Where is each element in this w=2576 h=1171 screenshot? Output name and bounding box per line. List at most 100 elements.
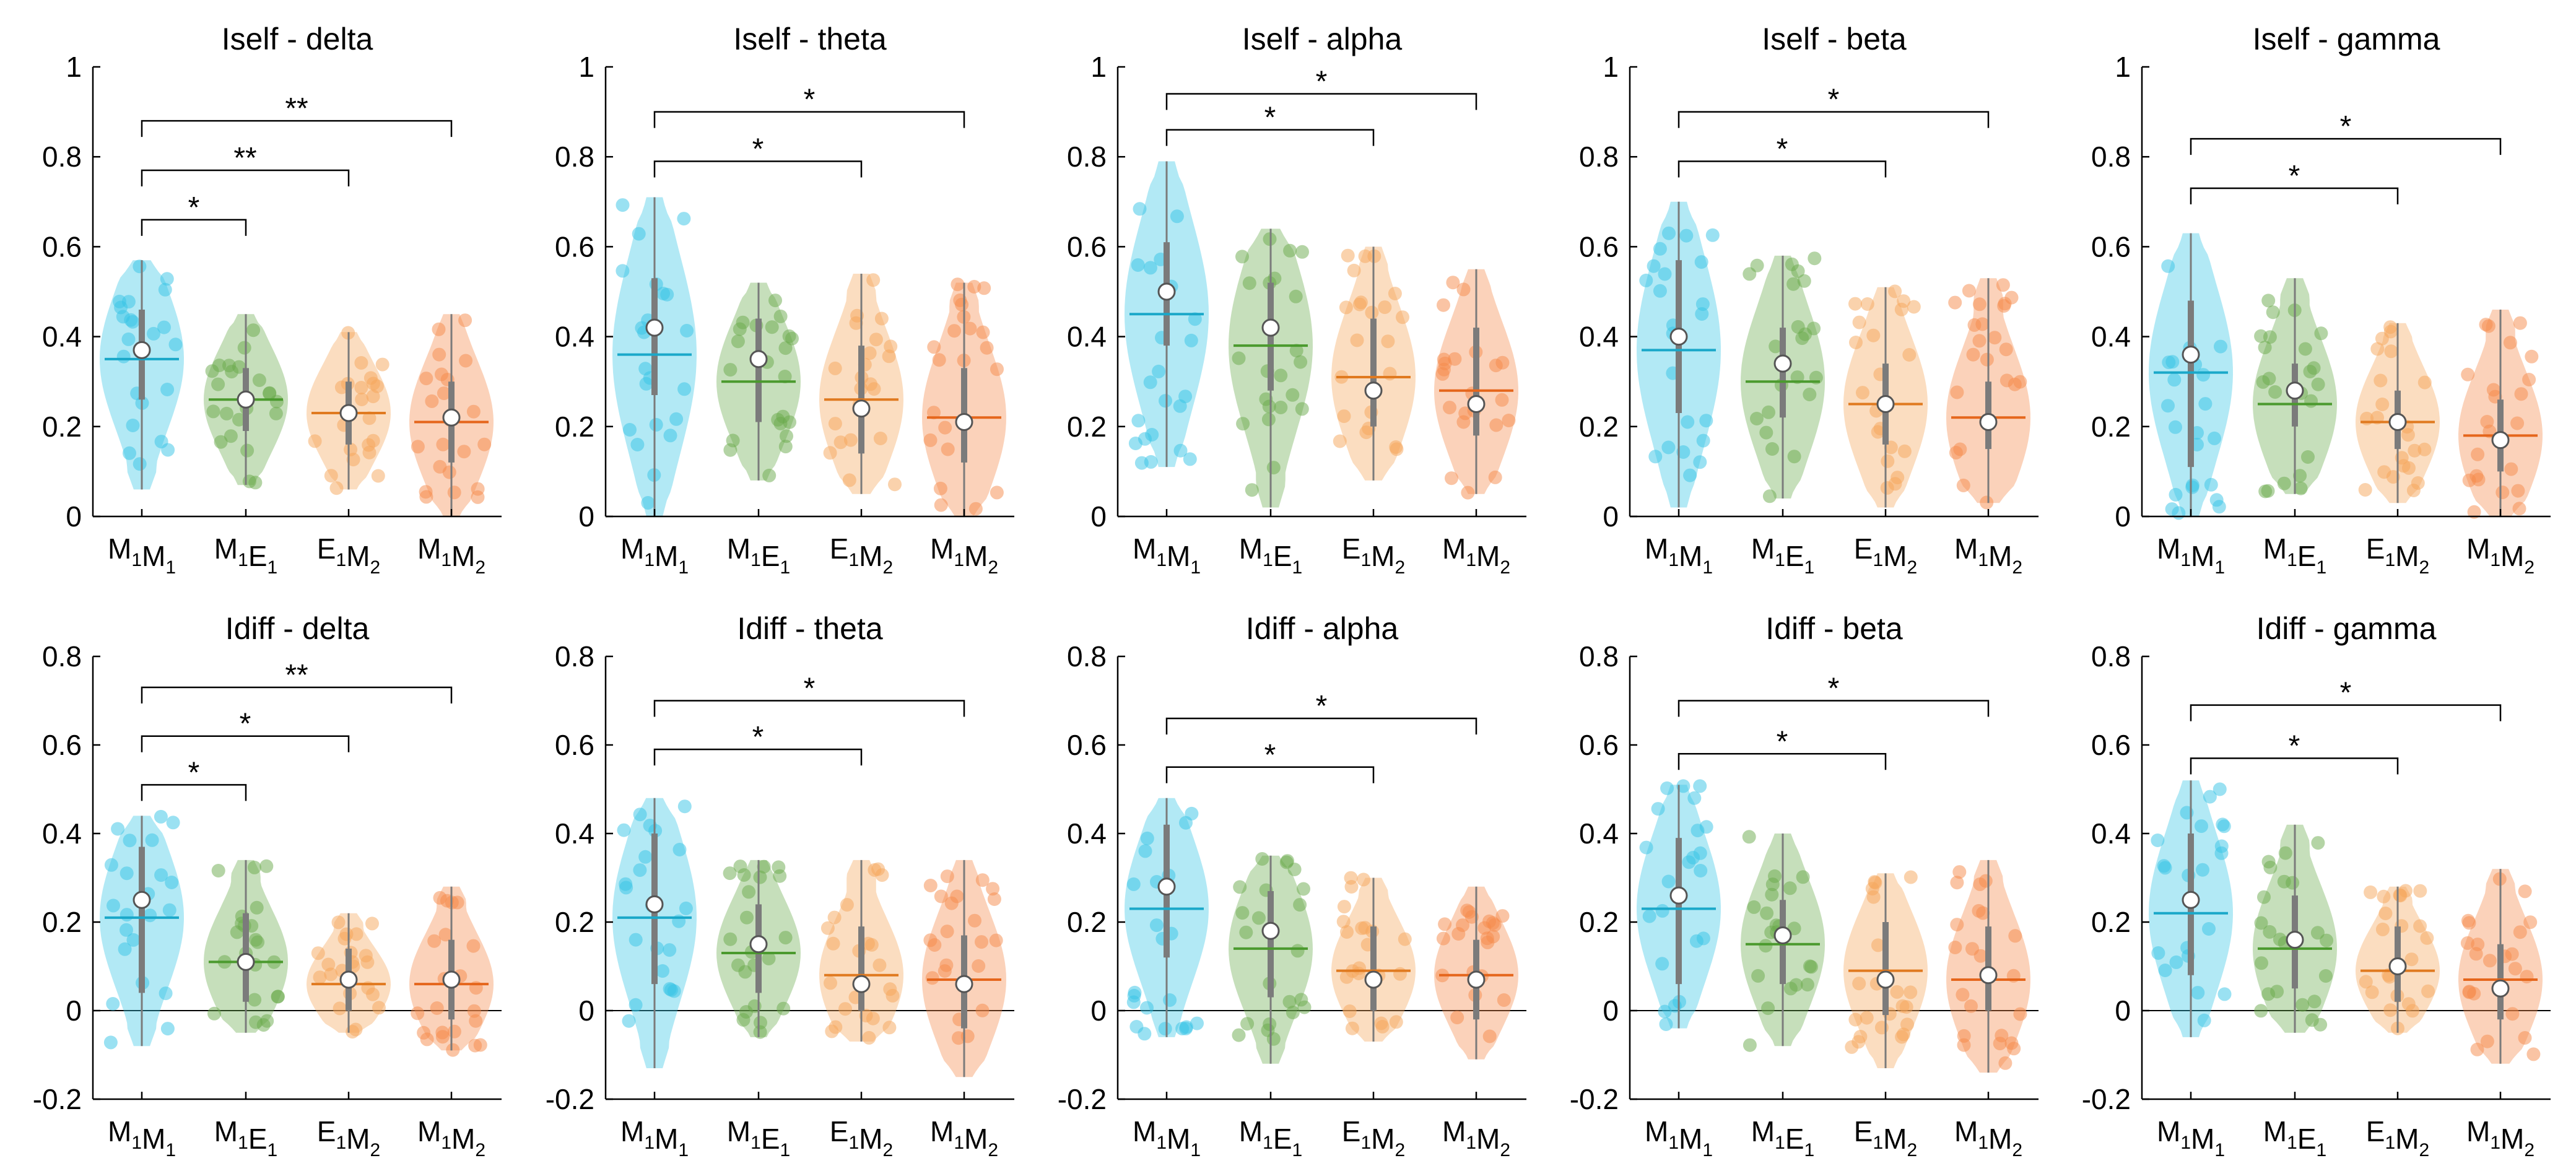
data-point <box>1179 1020 1193 1034</box>
data-point <box>1750 258 1764 272</box>
data-point <box>1765 877 1780 892</box>
data-point <box>1787 450 1801 464</box>
x-tick-letter: M <box>1167 540 1190 572</box>
data-point <box>619 877 633 891</box>
data-point <box>324 469 338 483</box>
data-point <box>740 910 754 925</box>
y-tick-label: -0.2 <box>546 1083 594 1115</box>
data-point <box>638 850 653 864</box>
data-point <box>1639 273 1653 287</box>
data-point <box>1347 263 1361 277</box>
x-tick-label: E1M2 <box>1854 533 1917 578</box>
significance-label: * <box>1777 133 1788 165</box>
data-point <box>2518 884 2532 899</box>
data-point <box>2377 889 2391 903</box>
data-point <box>1445 471 1458 485</box>
x-tick-letter: M <box>1883 1123 1907 1155</box>
x-tick-label: M1M2 <box>1442 533 1510 578</box>
y-tick-label: 0 <box>578 995 594 1027</box>
significance-label: ** <box>285 92 308 125</box>
data-point <box>260 1014 274 1028</box>
data-point <box>259 859 274 873</box>
significance-bracket <box>1677 111 1990 128</box>
data-point <box>2307 995 2321 1009</box>
x-tick-subscript: 1 <box>1775 1133 1785 1153</box>
y-tick-label: 0 <box>1090 500 1107 533</box>
data-point <box>1808 251 1822 266</box>
data-point <box>1143 375 1157 390</box>
y-tick-label: 0.8 <box>2091 640 2131 673</box>
data-point <box>928 938 942 952</box>
data-point <box>121 332 136 346</box>
data-point <box>1897 294 1911 308</box>
y-tick-label: 0 <box>2115 995 2131 1027</box>
data-point <box>731 334 745 349</box>
significance-label: * <box>1264 739 1276 772</box>
y-tick-label: -0.2 <box>2082 1083 2131 1115</box>
y-tick-label: 1 <box>1090 51 1107 83</box>
mean-marker <box>237 952 255 971</box>
y-tick-label: 0.4 <box>555 817 594 850</box>
data-point <box>1973 949 1988 963</box>
data-point <box>2161 259 2175 273</box>
data-point <box>446 1043 460 1057</box>
data-point <box>1966 347 1980 362</box>
data-point <box>1342 1004 1357 1018</box>
data-point <box>1661 874 1676 889</box>
mean-marker <box>645 318 664 337</box>
data-point <box>1659 1017 1673 1031</box>
x-tick-letter: M <box>2263 533 2287 565</box>
x-tick-label: M1E1 <box>727 533 790 578</box>
data-point <box>1282 995 1297 1009</box>
x-tick-letter: M <box>1239 1115 1263 1147</box>
x-tick-subscript: 1 <box>1978 1133 1988 1153</box>
data-point <box>2314 326 2328 341</box>
significance-label: * <box>1316 690 1328 723</box>
y-tick-label: 0.2 <box>555 411 594 443</box>
data-point <box>833 435 848 450</box>
x-tick-subscript: 1 <box>1873 1133 1883 1153</box>
data-point <box>2313 1017 2328 1032</box>
mean-marker <box>1261 921 1280 940</box>
data-point <box>349 927 363 941</box>
y-tick-label: 0.2 <box>1067 906 1107 938</box>
data-point <box>123 834 137 848</box>
data-point <box>111 822 125 836</box>
x-tick-subscript: 1 <box>1804 1140 1815 1160</box>
data-point <box>1860 297 1874 311</box>
mean-marker <box>1157 877 1176 896</box>
data-point <box>1502 414 1516 427</box>
data-point <box>1359 425 1373 440</box>
data-point <box>205 364 219 378</box>
data-point <box>1131 258 1145 272</box>
x-tick-subscript: 2 <box>1907 557 1918 578</box>
x-tick-subscript: 1 <box>1263 550 1273 570</box>
data-point <box>950 889 964 903</box>
significance-label: * <box>1828 673 1840 705</box>
panel-title: Iself - alpha <box>1242 22 1403 56</box>
data-point <box>411 440 425 454</box>
data-point <box>1653 284 1667 298</box>
x-tick-letter: M <box>2395 540 2419 572</box>
x-tick-label: M1M1 <box>108 1115 176 1160</box>
data-point <box>2417 375 2432 390</box>
data-point <box>225 365 239 379</box>
x-tick-label: E1M2 <box>1342 533 1405 578</box>
mean-marker <box>955 413 973 432</box>
x-tick-subscript: 1 <box>1263 1133 1273 1153</box>
data-point <box>633 808 647 822</box>
x-tick-label: M1M1 <box>2157 1115 2225 1160</box>
data-point <box>1450 1011 1464 1025</box>
data-point <box>1489 418 1503 432</box>
data-point <box>2261 987 2276 1001</box>
data-point <box>1128 437 1142 450</box>
data-point <box>2383 1003 2398 1017</box>
data-point <box>2378 907 2393 920</box>
data-point <box>1289 344 1303 358</box>
x-tick-letter: M <box>2157 533 2180 565</box>
data-point <box>2393 889 2408 903</box>
data-point <box>1957 1038 1971 1052</box>
data-point <box>2358 483 2372 497</box>
data-point <box>466 939 481 953</box>
data-point <box>1761 1001 1775 1016</box>
